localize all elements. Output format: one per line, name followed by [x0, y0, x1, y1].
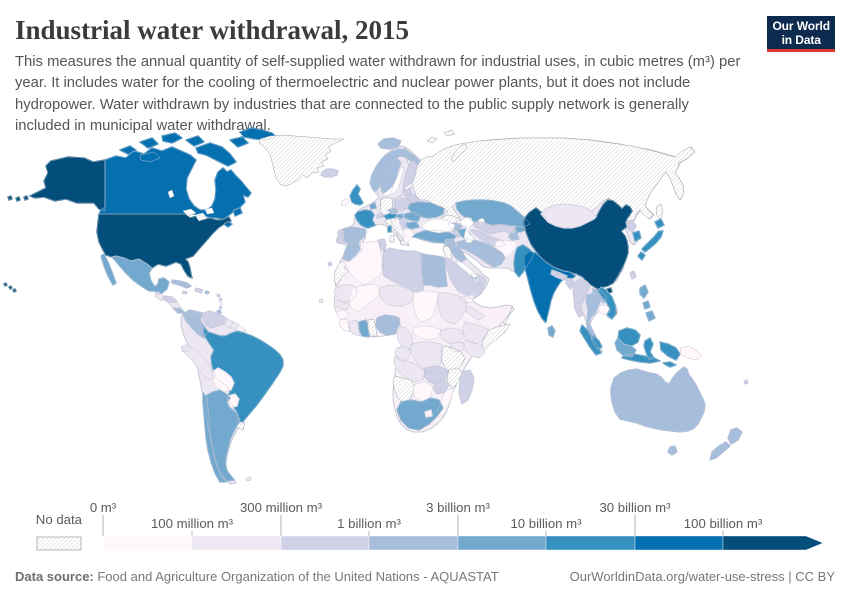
- svg-text:300 million m³: 300 million m³: [240, 500, 323, 515]
- svg-text:1 billion m³: 1 billion m³: [337, 516, 401, 531]
- svg-text:100 million m³: 100 million m³: [151, 516, 234, 531]
- svg-text:0 m³: 0 m³: [90, 500, 117, 515]
- svg-text:3 billion m³: 3 billion m³: [426, 500, 490, 515]
- svg-text:30 billion m³: 30 billion m³: [599, 500, 671, 515]
- svg-text:100 billion m³: 100 billion m³: [684, 516, 763, 531]
- svg-text:No data: No data: [36, 512, 83, 527]
- svg-text:10 billion m³: 10 billion m³: [510, 516, 582, 531]
